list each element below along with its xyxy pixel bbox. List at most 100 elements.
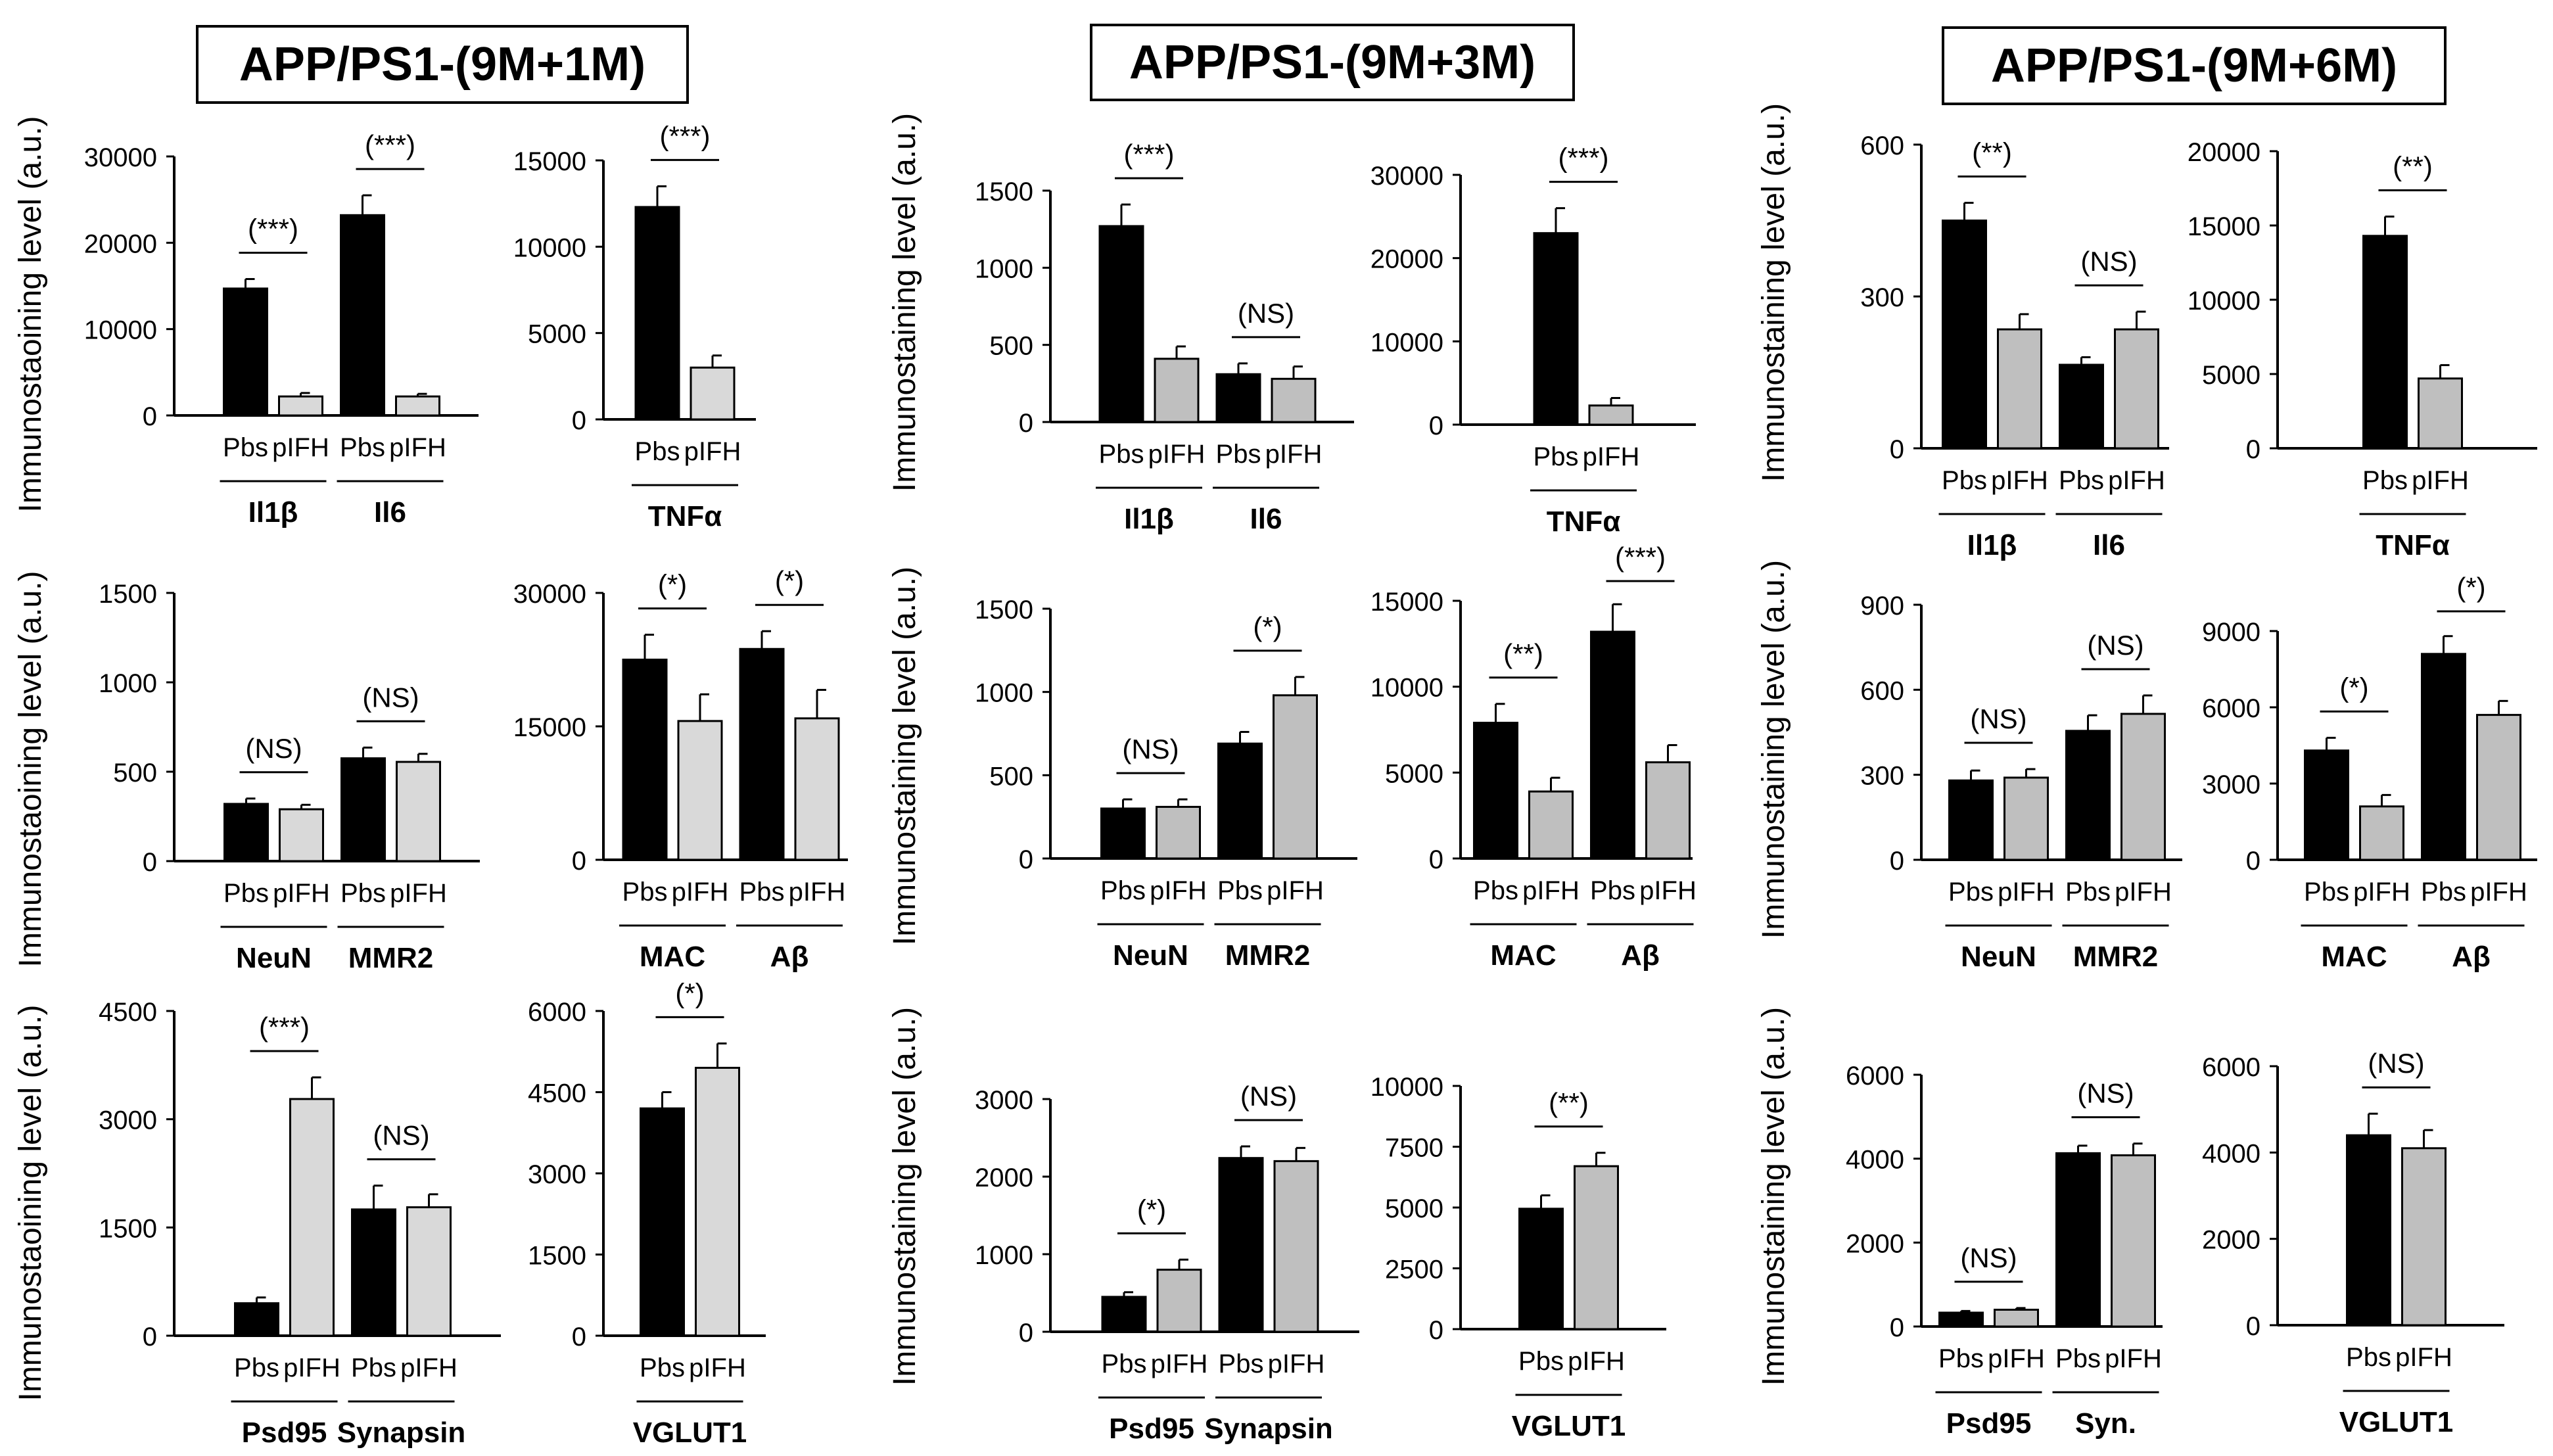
- significance-label: (NS): [2077, 1078, 2134, 1109]
- significance-label: (NS): [1238, 298, 1294, 329]
- bar-label: Pbs: [2346, 1343, 2391, 1372]
- group-label-Aβ: Aβ: [770, 941, 809, 973]
- y-tick-label: 3000: [99, 1106, 157, 1135]
- significance-label: (*): [775, 565, 804, 596]
- bar-MAC-Pbs: [2304, 749, 2349, 861]
- significance-label: (*): [658, 569, 687, 600]
- bar-Psd95-pIFH: [289, 1098, 335, 1337]
- bar-label: pIFH: [672, 878, 729, 906]
- bar-VGLUT1-pIFH: [2401, 1147, 2447, 1327]
- y-tick-label: 20000: [1370, 245, 1443, 274]
- y-tick-label: 300: [1860, 762, 1904, 791]
- bar-TNFα-pIFH: [690, 366, 736, 421]
- y-tick-label: 1500: [975, 596, 1033, 624]
- significance-label: (NS): [362, 682, 419, 713]
- bar-label: Pbs: [1938, 1344, 1984, 1373]
- bar-label: pIFH: [1522, 876, 1580, 905]
- significance-label: (***): [248, 213, 298, 244]
- y-axis-label: Immunostaining level (a.u.): [887, 1007, 922, 1386]
- y-tick-label: 1500: [975, 177, 1033, 206]
- bar-label: pIFH: [272, 433, 329, 462]
- significance-label: (NS): [2080, 246, 2137, 277]
- bar-label: pIFH: [1150, 876, 1207, 905]
- bar-MAC-pIFH: [677, 720, 723, 861]
- group-label-VGLUT1: VGLUT1: [633, 1417, 747, 1449]
- bar-TNFα-Pbs: [2362, 235, 2408, 450]
- bar-label: Pbs: [1216, 440, 1261, 469]
- y-tick-label: 0: [572, 1323, 586, 1351]
- bar-Aβ-pIFH: [794, 717, 840, 861]
- bar-Il6-pIFH: [1271, 377, 1317, 423]
- bar-MMR2-Pbs: [2065, 730, 2111, 861]
- bar-Aβ-Pbs: [739, 647, 785, 861]
- bar-label: pIFH: [389, 433, 446, 462]
- y-tick-label: 10000: [1370, 674, 1443, 703]
- bar-label: Pbs: [640, 1353, 685, 1382]
- bar-label: pIFH: [689, 1353, 746, 1382]
- y-tick-label: 3000: [528, 1160, 586, 1189]
- y-tick-label: 15000: [2188, 212, 2260, 241]
- bar-MMR2-Pbs: [1217, 742, 1263, 860]
- significance-label: (*): [675, 977, 704, 1008]
- y-tick-label: 2000: [975, 1163, 1033, 1192]
- y-tick-label: 0: [1890, 847, 1904, 876]
- bar-label: pIFH: [1568, 1347, 1625, 1376]
- y-tick-label: 5000: [528, 320, 586, 349]
- bar-Syn.-pIFH: [2111, 1154, 2156, 1328]
- y-tick-label: 5000: [1385, 759, 1443, 788]
- y-tick-label: 10000: [1370, 328, 1443, 357]
- bar-TNFα-pIFH: [2418, 377, 2463, 450]
- y-tick-label: 15000: [513, 147, 586, 176]
- y-tick-label: 1000: [975, 679, 1033, 708]
- bar-VGLUT1-pIFH: [1574, 1165, 1619, 1330]
- y-tick-label: 20000: [84, 229, 157, 258]
- group-label-Il6: Il6: [374, 496, 406, 528]
- bar-label: Pbs: [1590, 876, 1635, 905]
- y-tick-label: 3000: [975, 1086, 1033, 1115]
- bar-label: pIFH: [1991, 466, 2048, 495]
- bar-label: Pbs: [2065, 878, 2111, 906]
- bar-label: pIFH: [1148, 440, 1206, 469]
- significance-label: (NS): [373, 1120, 429, 1151]
- y-tick-label: 0: [143, 402, 157, 431]
- y-tick-label: 10000: [2188, 287, 2260, 316]
- bar-label: Pbs: [223, 433, 268, 462]
- y-tick-label: 0: [2246, 847, 2260, 876]
- bar-MMR2-pIFH: [396, 761, 441, 862]
- bar-Psd95-Pbs: [234, 1302, 279, 1337]
- group-label-MAC: MAC: [640, 941, 705, 973]
- bar-Synapsin-Pbs: [351, 1208, 396, 1337]
- significance-label: (*): [1253, 611, 1282, 642]
- bar-Aβ-Pbs: [1590, 630, 1635, 860]
- significance-label: (**): [1503, 638, 1543, 669]
- group-label-TNFα: TNFα: [2376, 529, 2450, 561]
- group-label-Psd95: Psd95: [242, 1417, 327, 1449]
- bar-label: pIFH: [1268, 1350, 1325, 1378]
- bar-label: Pbs: [234, 1353, 279, 1382]
- bar-label: pIFH: [684, 437, 741, 466]
- bar-label: pIFH: [1267, 876, 1324, 905]
- bar-NeuN-Pbs: [1100, 807, 1146, 860]
- bar-label: Pbs: [1518, 1347, 1564, 1376]
- bar-Il6-pIFH: [2114, 328, 2159, 450]
- bar-label: pIFH: [1151, 1350, 1208, 1378]
- y-tick-label: 0: [2246, 435, 2260, 464]
- bar-label: pIFH: [2108, 466, 2165, 495]
- bar-label: Pbs: [622, 878, 668, 906]
- significance-label: (**): [1549, 1087, 1589, 1118]
- bar-NeuN-pIFH: [279, 808, 324, 862]
- y-tick-label: 4500: [99, 998, 157, 1027]
- bar-NeuN-Pbs: [1948, 779, 1994, 861]
- bar-Psd95-pIFH: [1156, 1269, 1202, 1333]
- y-tick-label: 0: [572, 847, 586, 876]
- y-tick-label: 1500: [99, 580, 157, 609]
- significance-label: (***): [1123, 139, 1174, 170]
- significance-label: (***): [659, 120, 710, 151]
- bar-Aβ-Pbs: [2421, 653, 2466, 861]
- bar-label: pIFH: [1639, 876, 1697, 905]
- y-tick-label: 6000: [2202, 694, 2260, 723]
- y-axis-label: Immunostaining level (a.u.): [1756, 560, 1791, 939]
- group-label-VGLUT1: VGLUT1: [2339, 1406, 2454, 1438]
- y-tick-label: 0: [143, 1323, 157, 1351]
